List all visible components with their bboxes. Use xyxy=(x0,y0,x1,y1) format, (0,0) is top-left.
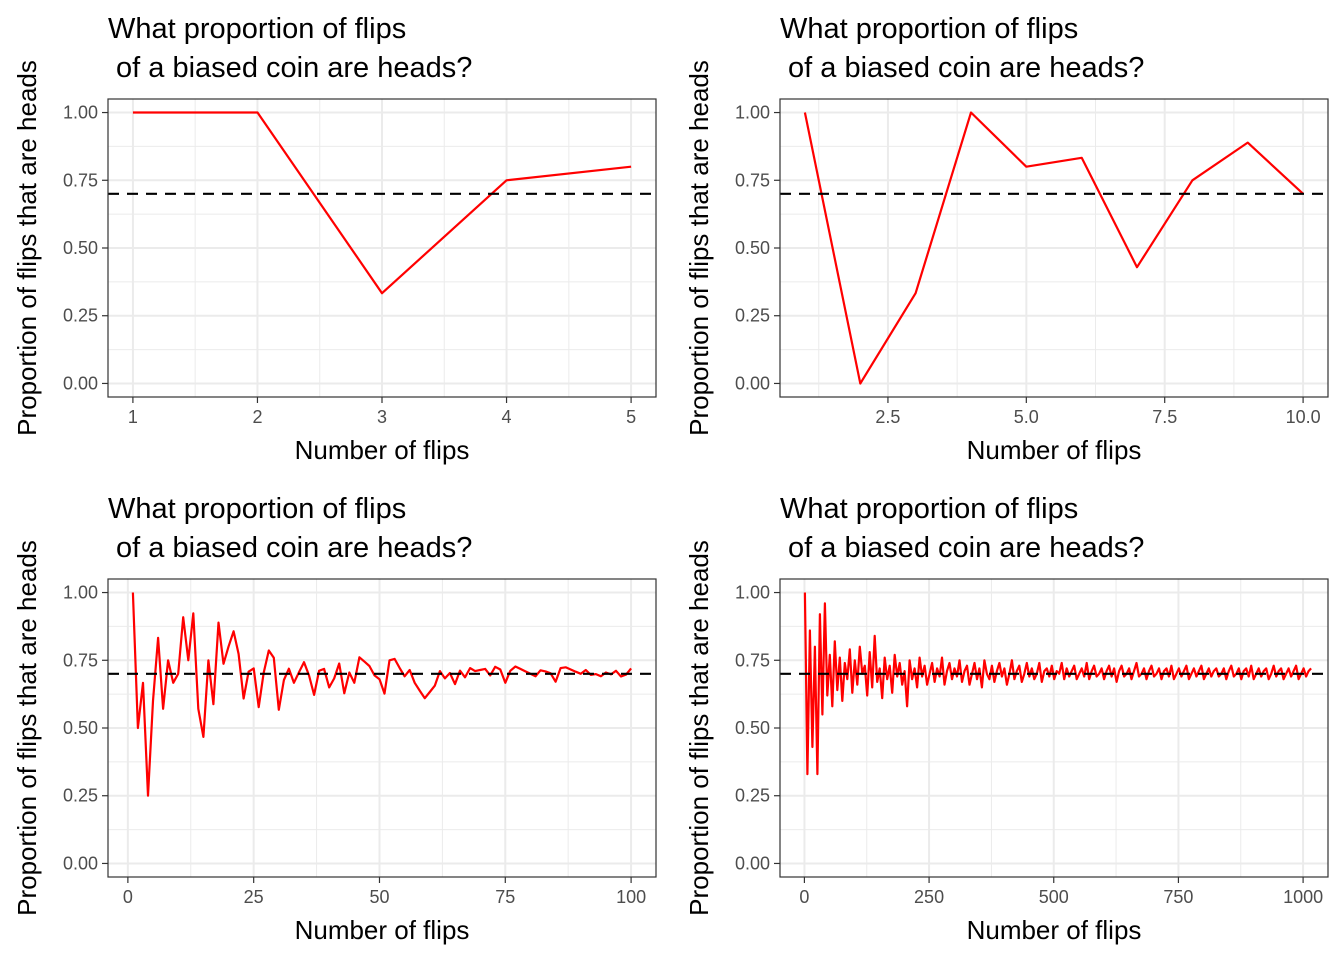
chart-panel-10-flips: What proportion of flips of a biased coi… xyxy=(684,13,1329,465)
y-tick-label: 1.00 xyxy=(63,103,98,123)
x-tick-label: 4 xyxy=(502,407,512,427)
chart-title-line-1: What proportion of flips xyxy=(780,13,1078,45)
y-tick-label: 0.25 xyxy=(735,786,770,806)
x-tick-label: 500 xyxy=(1039,887,1069,907)
y-tick-label: 0.25 xyxy=(63,306,98,326)
plot-area: 2.5 5.0 7.5 10.0 0.00 0.25 0.50 0.75 1.00 xyxy=(735,98,1329,427)
proportion-heads-line xyxy=(803,592,1312,776)
y-tick-label: 0.00 xyxy=(735,373,770,393)
x-tick-label: 7.5 xyxy=(1152,407,1177,427)
plot-area: 1 2 3 4 5 0.00 0.25 0.50 0.75 1.00 xyxy=(63,98,657,427)
y-tick-label: 0.00 xyxy=(63,853,98,873)
chart-title-line-2: of a biased coin are heads? xyxy=(780,532,1144,564)
x-axis-title: Number of flips xyxy=(967,435,1142,465)
x-tick-label: 0 xyxy=(799,887,809,907)
chart-title-line-1: What proportion of flips xyxy=(108,493,406,525)
x-tick-label: 10.0 xyxy=(1286,407,1321,427)
x-axis-title: Number of flips xyxy=(967,915,1142,945)
x-tick-label: 2 xyxy=(252,407,262,427)
y-tick-label: 1.00 xyxy=(735,103,770,123)
x-tick-label: 25 xyxy=(244,887,264,907)
x-tick-label: 100 xyxy=(616,887,646,907)
y-tick-label: 0.50 xyxy=(735,238,770,258)
y-tick-label: 0.25 xyxy=(735,306,770,326)
x-tick-label: 1000 xyxy=(1283,887,1323,907)
y-axis-title: Proportion of flips that are heads xyxy=(12,540,42,916)
x-tick-label: 250 xyxy=(914,887,944,907)
y-tick-label: 0.00 xyxy=(63,373,98,393)
y-tick-label: 0.75 xyxy=(735,170,770,190)
y-axis-title: Proportion of flips that are heads xyxy=(684,540,714,916)
chart-title-line-2: of a biased coin are heads? xyxy=(108,52,472,84)
chart-title-line-1: What proportion of flips xyxy=(780,493,1078,525)
y-axis-title: Proportion of flips that are heads xyxy=(684,60,714,436)
chart-panel-100-flips: What proportion of flips of a biased coi… xyxy=(12,493,657,945)
y-tick-label: 0.50 xyxy=(735,718,770,738)
x-tick-label: 5.0 xyxy=(1014,407,1039,427)
x-tick-label: 50 xyxy=(369,887,389,907)
chart-title-line-2: of a biased coin are heads? xyxy=(780,52,1144,84)
y-tick-label: 0.50 xyxy=(63,238,98,258)
x-tick-label: 75 xyxy=(495,887,515,907)
chart-title-line-2: of a biased coin are heads? xyxy=(108,532,472,564)
plot-area: 0 250 500 750 1000 0.00 0.25 0.50 0.75 1.00 xyxy=(735,578,1329,907)
y-tick-label: 0.75 xyxy=(735,650,770,670)
x-axis-title: Number of flips xyxy=(295,435,470,465)
proportion-heads-line xyxy=(803,111,1304,385)
y-tick-label: 0.75 xyxy=(63,650,98,670)
x-tick-label: 3 xyxy=(377,407,387,427)
x-tick-label: 1 xyxy=(128,407,138,427)
y-tick-label: 0.25 xyxy=(63,786,98,806)
y-axis-title: Proportion of flips that are heads xyxy=(12,60,42,436)
x-tick-label: 5 xyxy=(626,407,636,427)
y-tick-label: 1.00 xyxy=(63,583,98,603)
y-tick-label: 0.50 xyxy=(63,718,98,738)
x-tick-label: 750 xyxy=(1163,887,1193,907)
chart-title-line-1: What proportion of flips xyxy=(108,13,406,45)
x-axis-title: Number of flips xyxy=(295,915,470,945)
chart-panel-5-flips: What proportion of flips of a biased coi… xyxy=(12,13,657,465)
y-tick-label: 1.00 xyxy=(735,583,770,603)
proportion-heads-line xyxy=(132,111,632,295)
plot-area: 0 25 50 75 100 0.00 0.25 0.50 0.75 1.00 xyxy=(63,578,657,907)
y-tick-label: 0.75 xyxy=(63,170,98,190)
x-tick-label: 2.5 xyxy=(875,407,900,427)
x-tick-label: 0 xyxy=(123,887,133,907)
y-tick-label: 0.00 xyxy=(735,853,770,873)
chart-panel-1000-flips: What proportion of flips of a biased coi… xyxy=(684,493,1329,945)
proportion-heads-line xyxy=(131,592,632,797)
